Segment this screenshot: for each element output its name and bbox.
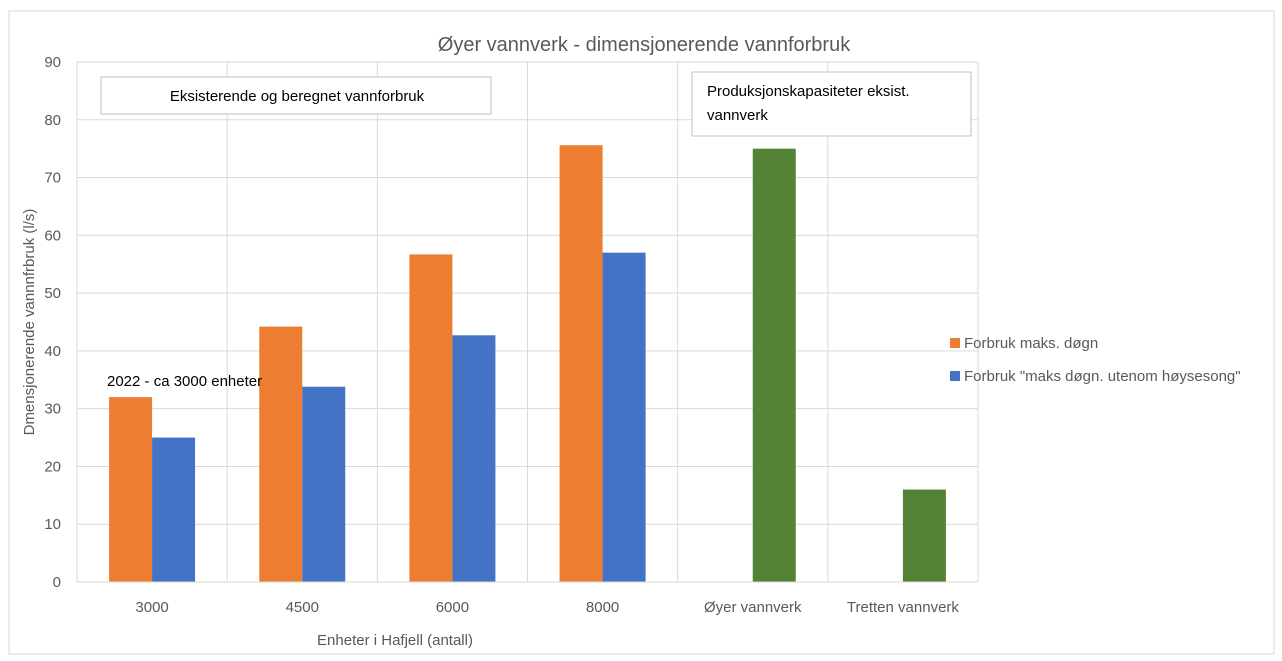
bar-forbruk-utenom-hoysesong-2 xyxy=(452,335,496,582)
y-tick-label: 10 xyxy=(44,516,61,533)
annotation-box-capacity: Produksjonskapasiteter eksist. vannverk xyxy=(691,71,972,137)
y-tick-label: 40 xyxy=(44,343,61,360)
chart-title: Øyer vannverk - dimensjonerende vannforb… xyxy=(438,34,851,56)
y-tick-label: 20 xyxy=(44,458,61,475)
bar-forbruk-utenom-hoysesong-1 xyxy=(302,386,346,582)
x-tick-label: 6000 xyxy=(436,599,469,616)
legend-label: Forbruk maks. døgn xyxy=(964,335,1098,352)
bar-forbruk-utenom-hoysesong-3 xyxy=(602,252,646,582)
y-tick-label: 70 xyxy=(44,170,61,187)
bar-forbruk-maks-dogn-2 xyxy=(409,254,453,582)
annotation-point-label: 2022 - ca 3000 enheter xyxy=(107,373,262,390)
bar-forbruk-maks-dogn-1 xyxy=(259,326,303,582)
x-tick-label: 4500 xyxy=(286,599,319,616)
y-tick-label: 60 xyxy=(44,227,61,244)
y-axis-label: Dmensjonerende vannnfrbruk (l/s) xyxy=(21,209,38,436)
annotation-box-capacity-line1: Produksjonskapasiteter eksist. xyxy=(707,83,910,100)
bar-forbruk-maks-dogn-3 xyxy=(559,145,603,582)
y-tick-label: 90 xyxy=(44,54,61,71)
bar-forbruk-maks-dogn-0 xyxy=(109,397,153,582)
bar-produksjonskapasitet-5 xyxy=(902,489,946,582)
annotation-box-existing: Eksisterende og beregnet vannforbruk xyxy=(100,76,492,115)
annotation-box-capacity-line2: vannverk xyxy=(707,107,768,124)
y-tick-label: 30 xyxy=(44,401,61,418)
x-tick-label: Tretten vannverk xyxy=(847,599,959,616)
axes: 0 10 20 30 40 50 60 70 80 90 3000 4500 6000 8000 Øyer … xyxy=(44,54,978,616)
y-tick-label: 80 xyxy=(44,112,61,129)
x-tick-label: 8000 xyxy=(586,599,619,616)
annotation-box-existing-frame xyxy=(100,76,492,115)
legend-swatch xyxy=(950,371,960,381)
annotation-box-existing-text: Eksisterende og beregnet vannforbruk xyxy=(170,88,425,105)
x-tick-label: Øyer vannverk xyxy=(704,599,802,616)
bar-produksjonskapasitet-4 xyxy=(752,148,796,582)
bar-forbruk-utenom-hoysesong-0 xyxy=(152,437,196,582)
annotation-box-capacity-frame xyxy=(691,71,972,137)
bars xyxy=(109,145,946,582)
legend-swatch xyxy=(950,338,960,348)
x-axis-label: Enheter i Hafjell (antall) xyxy=(317,632,473,649)
y-tick-label: 0 xyxy=(53,574,61,591)
legend: Forbruk maks. døgn Forbruk "maks døgn. ut… xyxy=(950,335,1241,385)
gridlines xyxy=(76,61,979,582)
x-tick-label: 3000 xyxy=(135,599,168,616)
y-tick-label: 50 xyxy=(44,285,61,302)
legend-label: Forbruk "maks døgn. utenom høysesong" xyxy=(964,368,1241,385)
